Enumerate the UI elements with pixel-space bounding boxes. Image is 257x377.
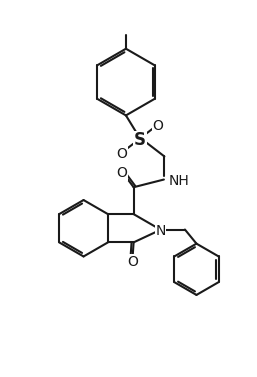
Text: O: O	[153, 119, 163, 133]
Text: O: O	[117, 147, 127, 161]
Text: NH: NH	[168, 174, 189, 188]
Text: N: N	[155, 224, 166, 238]
Text: O: O	[127, 255, 138, 269]
Text: O: O	[117, 166, 127, 180]
Text: S: S	[134, 132, 146, 150]
